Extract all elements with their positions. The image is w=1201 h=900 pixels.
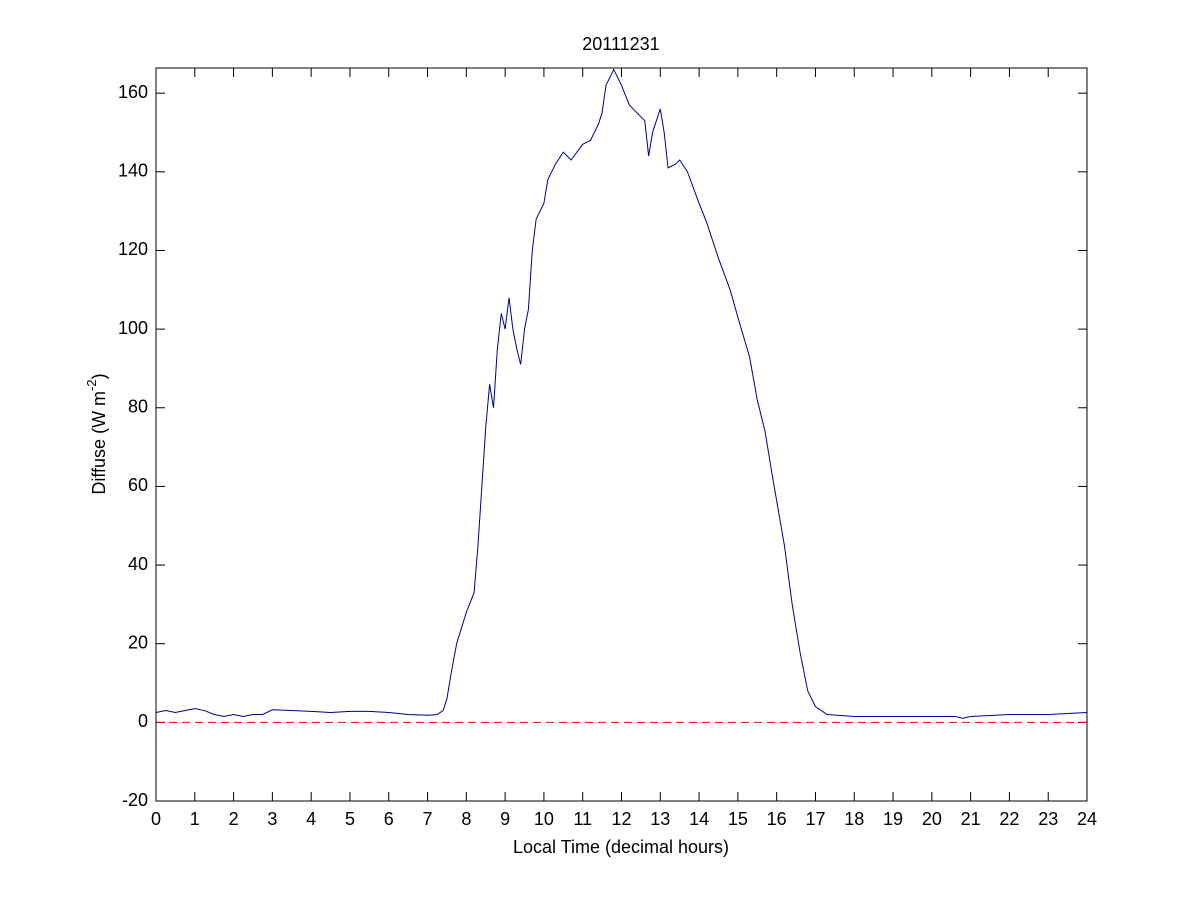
x-tick-label: 8: [461, 809, 471, 829]
x-tick-label: 24: [1077, 809, 1097, 829]
y-tick-label: 20: [128, 632, 148, 652]
x-tick-label: 4: [306, 809, 316, 829]
y-tick-label: 100: [118, 318, 148, 338]
chart-title: 20111231: [582, 34, 659, 54]
y-tick-label: 120: [118, 239, 148, 259]
x-tick-label: 20: [922, 809, 942, 829]
x-tick-label: 13: [650, 809, 670, 829]
x-axis-label: Local Time (decimal hours): [513, 837, 729, 857]
x-tick-label: 15: [728, 809, 748, 829]
x-tick-label: 3: [267, 809, 277, 829]
x-tick-label: 10: [534, 809, 554, 829]
x-tick-label: 17: [805, 809, 825, 829]
y-tick-label: 160: [118, 82, 148, 102]
x-tick-label: 23: [1038, 809, 1058, 829]
x-tick-label: 12: [611, 809, 631, 829]
y-tick-label: 80: [128, 397, 148, 417]
x-tick-label: 5: [345, 809, 355, 829]
x-tick-label: 2: [229, 809, 239, 829]
y-tick-label: 40: [128, 554, 148, 574]
y-label-superscript: -2: [84, 379, 99, 391]
x-tick-label: 14: [689, 809, 709, 829]
y-axis-label: Diffuse (W m-2): [84, 373, 108, 494]
x-tick-label: 16: [767, 809, 787, 829]
x-tick-label: 7: [423, 809, 433, 829]
x-tick-label: 21: [961, 809, 981, 829]
x-tick-label: 18: [844, 809, 864, 829]
x-tick-label: 6: [384, 809, 394, 829]
x-tick-label: 0: [151, 809, 161, 829]
y-tick-label: 140: [118, 161, 148, 181]
y-tick-label: -20: [122, 790, 148, 810]
y-label-suffix: ): [89, 373, 109, 379]
x-tick-label: 19: [883, 809, 903, 829]
y-label-text: Diffuse (W m: [89, 391, 109, 495]
x-tick-label: 9: [500, 809, 510, 829]
y-tick-label: 0: [138, 711, 148, 731]
y-tick-label: 60: [128, 475, 148, 495]
x-tick-label: 11: [573, 809, 592, 829]
plot-frame: [155, 67, 1088, 802]
data-line: [155, 68, 1088, 719]
x-tick-label: 22: [999, 809, 1019, 829]
x-tick-label: 1: [190, 809, 200, 829]
